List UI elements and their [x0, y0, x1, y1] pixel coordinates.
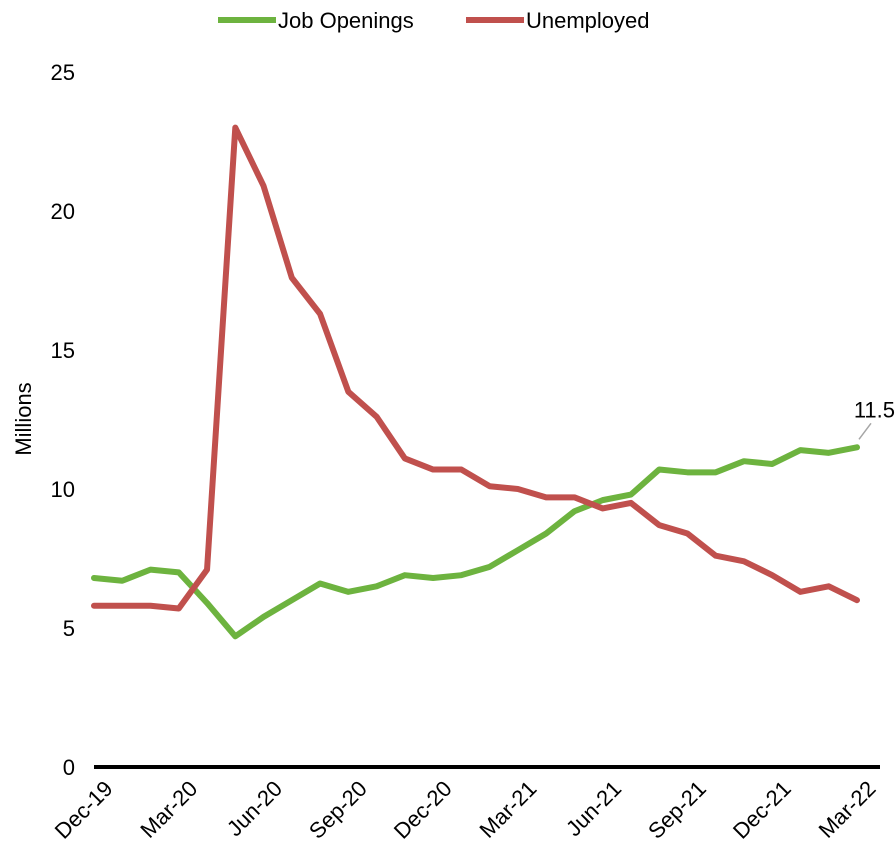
y-tick-label: 15: [51, 338, 75, 363]
legend-label: Job Openings: [278, 8, 414, 33]
legend: Job Openings Unemployed: [218, 8, 650, 33]
x-tick-label: Mar-21: [474, 776, 541, 843]
y-axis-ticks: 0 5 10 15 20 25: [51, 60, 75, 780]
x-axis-ticks: Dec-19 Mar-20 Jun-20 Sep-20 Dec-20 Mar-21 Jun-…: [50, 776, 881, 844]
y-axis-label: Millions: [11, 382, 36, 455]
x-tick-label: Dec-20: [389, 776, 457, 844]
annotation-label: 11.5: [854, 397, 895, 422]
x-tick-label: Sep-20: [304, 776, 372, 844]
annotation-leader: [858, 422, 872, 440]
x-tick-label: Mar-20: [135, 776, 202, 843]
x-tick-label: Dec-21: [728, 776, 796, 844]
x-tick-label: Dec-19: [50, 776, 118, 844]
legend-label: Unemployed: [526, 8, 650, 33]
x-tick-label: Sep-21: [643, 776, 711, 844]
y-tick-label: 20: [51, 199, 75, 224]
y-tick-label: 5: [63, 616, 75, 641]
series-lines: [91, 124, 860, 640]
y-tick-label: 10: [51, 477, 75, 502]
series-line-unemployed: [91, 124, 860, 612]
x-tick-label: Jun-21: [561, 776, 626, 841]
x-tick-label: Jun-20: [222, 776, 287, 841]
y-tick-label: 0: [63, 755, 75, 780]
series-line-job-openings: [91, 444, 860, 640]
x-tick-label: Mar-22: [814, 776, 881, 843]
y-tick-label: 25: [51, 60, 75, 85]
annotations: 11.5: [854, 397, 895, 440]
